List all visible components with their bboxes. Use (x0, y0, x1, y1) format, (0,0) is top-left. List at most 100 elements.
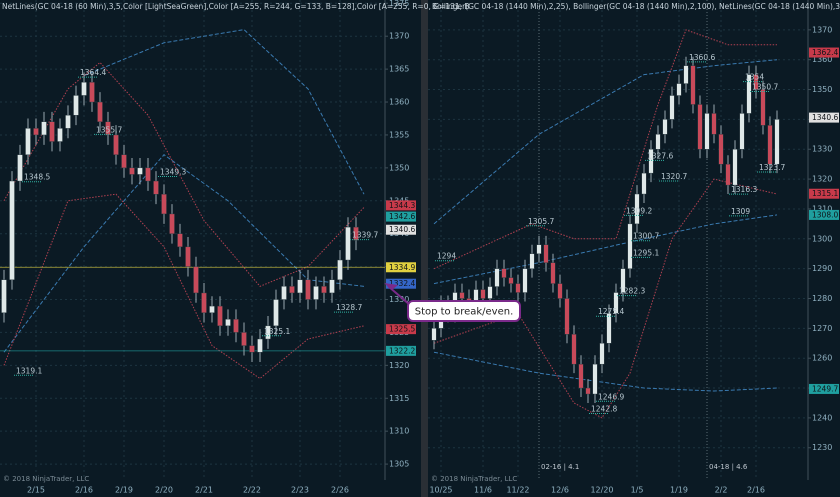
level-label: 1354 (745, 73, 764, 82)
candle-body (725, 163, 731, 186)
candle-body (265, 325, 271, 340)
splitter (421, 0, 428, 497)
candle-body (704, 113, 710, 150)
x-tick-label: 2/16 (75, 486, 93, 495)
x-tick-label: 2/26 (331, 486, 349, 495)
level-label: 1320.7 (661, 172, 687, 181)
candle-body (353, 226, 359, 241)
candle-body (697, 104, 703, 150)
y-tick-label: 1365 (389, 65, 409, 74)
band-line (3, 61, 365, 287)
price-label: 1342.6 (389, 212, 415, 221)
band-line (433, 178, 778, 419)
candle-body (599, 343, 605, 365)
band-line (433, 29, 777, 270)
candle-body (564, 298, 570, 335)
candle-body (501, 268, 507, 278)
candle-body (487, 286, 493, 299)
y-tick-label: 1320 (389, 361, 409, 370)
x-tick-label: 2/23 (291, 486, 309, 495)
candle-body (25, 128, 31, 155)
candle-body (249, 345, 255, 353)
candle-body (321, 286, 327, 294)
level-label: 1242.8 (591, 405, 617, 414)
candle-body (329, 279, 335, 294)
candle-body (1, 279, 7, 313)
level-label: 1309 (731, 207, 750, 216)
level-label: 1323.7 (759, 163, 785, 172)
candle-body (746, 74, 752, 114)
candle-body (273, 299, 279, 327)
candle-body (217, 305, 223, 327)
level-label: 1348.5 (24, 173, 50, 182)
y-tick-label: 1270 (812, 324, 832, 333)
y-tick-label: 1330 (812, 145, 832, 154)
y-tick-label: 1355 (389, 130, 409, 139)
candle-body (97, 101, 103, 122)
band-line (433, 351, 778, 392)
candle-body (113, 134, 119, 155)
candle-body (690, 65, 696, 105)
level-label: 1327.6 (647, 151, 673, 160)
candle-body (201, 292, 207, 313)
candle-body (613, 292, 619, 314)
y-tick-label: 1315 (389, 394, 409, 403)
price-box (809, 112, 839, 123)
candle-body (627, 223, 633, 269)
candle-body (89, 82, 95, 103)
candle-body (193, 266, 199, 294)
price-label: 1340.6 (812, 113, 838, 122)
candle-body (606, 313, 612, 344)
candle-body (17, 154, 23, 182)
y-tick-label: 1305 (389, 460, 409, 469)
candle-body (305, 279, 311, 300)
level-label: 1294 (437, 252, 456, 261)
candle-body (129, 167, 135, 175)
x-tick-label: 12/6 (551, 486, 569, 495)
candle-body (585, 387, 591, 395)
candle-body (57, 128, 63, 142)
level-label: 1364.4 (80, 68, 106, 77)
candle-body (522, 268, 528, 293)
y-tick-label: 1300 (812, 234, 832, 243)
candle-body (459, 292, 465, 299)
candle-body (536, 244, 542, 254)
band-line (433, 59, 778, 225)
chart-title: NetLines(GC 04-18 (60 Min),3,5,Color [Li… (2, 2, 470, 11)
candle-body (137, 167, 143, 175)
price-label: 1340.6 (389, 225, 415, 234)
candle-body (313, 286, 319, 300)
candle-body (209, 305, 215, 313)
candle-body (81, 82, 87, 96)
candle-body (105, 121, 111, 136)
candle-body (592, 363, 598, 395)
candle-body (337, 259, 343, 280)
level-label: 1295.1 (633, 248, 659, 257)
candle-body (578, 363, 584, 389)
candle-body (711, 113, 717, 135)
candle-body (41, 121, 47, 136)
callout-text: Stop to break/even. (415, 307, 514, 318)
x-tick-label: 2/2 (715, 486, 728, 495)
price-box (809, 188, 839, 199)
y-tick-label: 1310 (812, 204, 832, 213)
marker-label: 02-16 | 4.1 (541, 463, 579, 471)
price-box (386, 224, 416, 235)
price-label: 1325.5 (389, 325, 415, 334)
x-tick-label: 12/20 (590, 486, 613, 495)
y-tick-label: 1360 (389, 98, 409, 107)
candle-body (33, 128, 39, 136)
candle-body (550, 262, 556, 284)
price-box (386, 200, 416, 211)
y-tick-label: 1370 (812, 25, 832, 34)
level-label: 1360.6 (689, 53, 715, 62)
candle-body (676, 83, 682, 96)
band-line (433, 214, 778, 285)
candle-body (655, 134, 661, 150)
chart-title: Bollinger(GC 04-18 (1440 Min),2,25), Bol… (432, 2, 840, 11)
y-tick-label: 1240 (812, 413, 832, 422)
candle-body (177, 233, 183, 248)
